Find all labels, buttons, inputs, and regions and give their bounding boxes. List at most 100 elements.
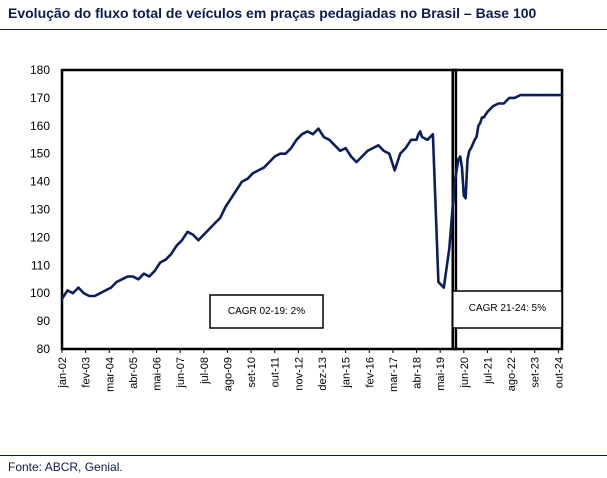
data-point <box>552 94 554 96</box>
data-point <box>273 155 276 158</box>
data-point <box>121 278 123 281</box>
x-tick-label: dez-13 <box>317 357 329 391</box>
series-line <box>60 93 564 301</box>
data-point <box>115 281 118 283</box>
data-point <box>388 152 391 155</box>
x-axis: jan-02 fev-03 mar-04 abr-05 mai-06 jun-07 jul-… <box>57 348 565 392</box>
x-tick-label: ago-22 <box>506 357 518 391</box>
cagr-label: CAGR 21-24: 5% <box>469 303 546 314</box>
data-point <box>339 150 341 152</box>
x-tick-label: out-11 <box>270 357 282 387</box>
data-point <box>213 222 216 225</box>
data-point <box>513 97 516 99</box>
data-point <box>372 147 374 149</box>
data-point <box>541 94 543 96</box>
y-tick-label: 100 <box>30 286 50 300</box>
x-tick-label: fev-16 <box>364 357 376 388</box>
x-tick-label: ago-09 <box>222 357 234 391</box>
data-point <box>61 297 63 300</box>
data-point <box>415 138 418 141</box>
data-point <box>477 125 480 127</box>
y-axis: 80 90 100 110 120 130 140 150 160 170 180 <box>30 63 63 356</box>
data-point <box>492 105 494 108</box>
data-point <box>301 133 303 135</box>
x-tick-label: jun-20 <box>459 357 471 389</box>
data-point <box>295 138 298 141</box>
data-point <box>463 194 465 197</box>
y-tick-label: 170 <box>30 91 50 105</box>
data-point <box>290 147 292 149</box>
data-point <box>419 130 421 133</box>
x-tick-label: mai-19 <box>435 357 447 391</box>
data-point <box>483 116 485 119</box>
data-point <box>181 239 183 241</box>
data-point <box>126 275 129 278</box>
cagr-boxes: CAGR 02-19: 2% CAGR 21-24: 5% <box>60 68 564 351</box>
x-tick-label: mar-17 <box>388 357 400 392</box>
data-point <box>366 150 369 152</box>
y-tick-label: 110 <box>31 258 50 272</box>
data-point <box>132 275 134 278</box>
data-point <box>88 295 91 297</box>
data-point <box>306 130 309 133</box>
x-tick-label: jan-15 <box>341 357 353 389</box>
x-tick-label: abr-05 <box>128 357 140 389</box>
data-point <box>432 133 434 135</box>
x-tick-label: jul-21 <box>482 357 494 385</box>
data-point <box>470 147 472 149</box>
data-point <box>333 144 336 147</box>
data-point <box>230 197 232 200</box>
data-point <box>175 244 178 247</box>
data-point <box>197 239 200 241</box>
data-point <box>497 102 500 105</box>
data-point <box>530 94 532 96</box>
y-tick-label: 140 <box>30 175 50 189</box>
x-tick-label: mar-04 <box>104 357 116 392</box>
data-point <box>421 136 423 138</box>
data-point <box>143 272 145 275</box>
chart-title: Evolução do fluxo total de veículos em p… <box>8 5 537 21</box>
data-point <box>241 180 243 183</box>
data-point <box>350 155 352 158</box>
data-point <box>66 289 69 292</box>
data-point <box>235 189 238 191</box>
y-tick-label: 180 <box>30 63 50 77</box>
data-point <box>561 94 563 96</box>
y-tick-label: 120 <box>30 230 50 244</box>
x-tick-label: fev-03 <box>81 357 93 388</box>
data-point <box>361 155 363 158</box>
data-point <box>164 258 167 261</box>
data-point <box>104 289 107 292</box>
footer-rule <box>0 455 607 456</box>
x-tick-label: out-24 <box>553 357 565 388</box>
data-point <box>344 147 347 149</box>
data-point <box>443 286 445 289</box>
data-point <box>486 111 489 113</box>
data-point <box>461 166 463 169</box>
x-tick-label: jun-07 <box>175 357 187 389</box>
data-point <box>208 228 211 230</box>
data-point <box>383 150 385 152</box>
data-point <box>448 247 451 250</box>
data-point <box>317 127 320 130</box>
data-point <box>557 94 560 96</box>
x-tick-label: jan-02 <box>57 357 69 389</box>
x-tick-label: nov-12 <box>293 357 305 391</box>
x-tick-label: set-10 <box>246 357 258 388</box>
data-point <box>519 94 521 96</box>
source-note: Fonte: ABCR, Genial. <box>8 460 123 474</box>
plot-area <box>60 93 564 301</box>
data-point <box>284 152 287 155</box>
y-tick-label: 80 <box>37 342 51 356</box>
data-point <box>479 122 481 124</box>
data-point <box>257 169 260 172</box>
data-point <box>323 136 325 138</box>
x-tick-label: jul-08 <box>199 357 211 385</box>
data-point <box>252 172 254 175</box>
data-point <box>93 295 96 297</box>
data-point <box>148 275 151 278</box>
data-point <box>473 138 476 141</box>
data-point <box>137 278 140 281</box>
x-tick-label: mai-06 <box>152 357 164 391</box>
